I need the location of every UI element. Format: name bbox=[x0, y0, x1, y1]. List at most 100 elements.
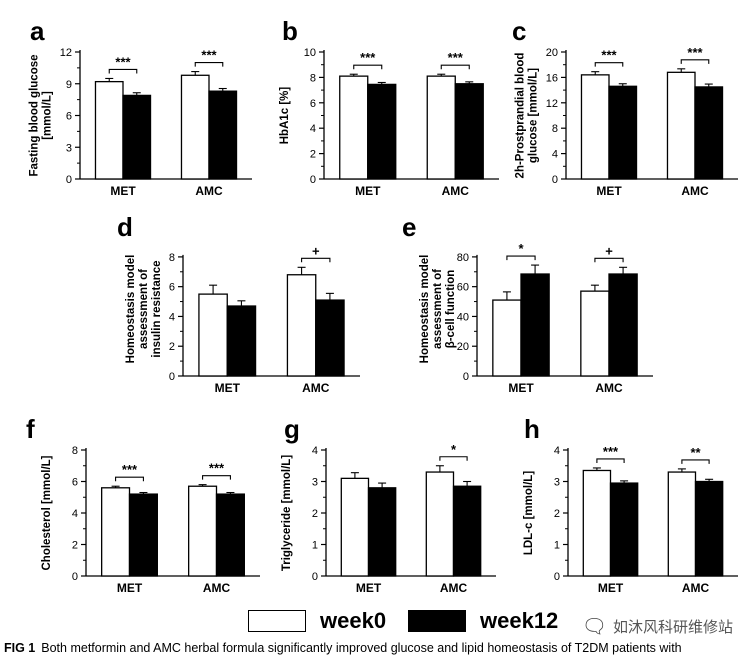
y-tick-label: 0 bbox=[310, 174, 316, 186]
significance-marker: *** bbox=[201, 48, 217, 63]
significance-bracket bbox=[594, 257, 624, 263]
y-axis-label-line: Triglyceride [mmol/L] bbox=[281, 455, 293, 571]
legend-swatch-week12 bbox=[408, 610, 466, 632]
bar-week12-met bbox=[367, 487, 397, 577]
x-tick-label-met: MET bbox=[508, 381, 534, 395]
significance-marker: *** bbox=[687, 45, 703, 60]
y-tick-label: 0 bbox=[66, 174, 72, 186]
legend-item-week0: week0 bbox=[248, 606, 386, 636]
bar-week0-amc bbox=[180, 74, 210, 180]
significance-bracket bbox=[596, 458, 625, 463]
y-axis-label: LDL-c [mmol/L] bbox=[523, 471, 535, 555]
chart-panel-h: h 0 1 2 3 4 LDL-c [mmol/L] MET *** AMC ** bbox=[523, 414, 738, 595]
significance-marker: *** bbox=[601, 48, 617, 63]
y-axis-label-line: LDL-c [mmol/L] bbox=[523, 471, 535, 555]
y-tick-label: 4 bbox=[72, 508, 78, 520]
x-tick-label-met: MET bbox=[596, 184, 622, 198]
legend-label-week0: week0 bbox=[320, 608, 387, 633]
significance-bracket bbox=[353, 64, 383, 70]
y-tick-label: 0 bbox=[312, 571, 318, 583]
y-axis-label-line: Homeostasis model bbox=[419, 255, 431, 364]
x-tick-label-amc: AMC bbox=[682, 581, 710, 595]
y-tick-label: 0 bbox=[552, 174, 558, 186]
chart-panel-f: f 0 2 4 6 8 Cholesterol [mmol/L] MET *** AMC *** bbox=[26, 414, 260, 595]
y-tick-label: 1 bbox=[312, 540, 318, 552]
significance-marker: *** bbox=[209, 461, 225, 476]
significance-bracket bbox=[301, 257, 331, 263]
significance-bracket bbox=[680, 59, 710, 64]
bar-week0-met bbox=[340, 477, 370, 577]
bar-week12-amc bbox=[694, 86, 724, 180]
bar-week0-met bbox=[580, 74, 610, 180]
x-tick-label-met: MET bbox=[215, 381, 241, 395]
figure-caption: FIG 1 Both metformin and AMC herbal formu… bbox=[4, 641, 752, 655]
bar-week0-amc bbox=[667, 471, 697, 577]
x-tick-label-amc: AMC bbox=[442, 184, 470, 198]
y-axis-label-line: [mmol/L] bbox=[42, 91, 54, 140]
x-tick-label-met: MET bbox=[117, 581, 143, 595]
y-tick-label: 4 bbox=[552, 149, 558, 161]
x-tick-label-amc: AMC bbox=[681, 184, 709, 198]
bar-week12-met bbox=[609, 482, 639, 577]
y-tick-label: 2 bbox=[310, 149, 316, 161]
bar-week0-amc bbox=[580, 290, 610, 377]
y-tick-label: 6 bbox=[66, 111, 72, 123]
y-axis-label: HbA1c [%] bbox=[279, 87, 291, 145]
panel-letter: b bbox=[282, 16, 298, 46]
significance-marker: *** bbox=[603, 444, 619, 459]
bar-week0-met bbox=[198, 293, 228, 377]
y-axis-label-line: 2h-Prostprandial blood bbox=[515, 53, 527, 179]
y-tick-label: 4 bbox=[554, 445, 560, 457]
y-tick-label: 1 bbox=[554, 540, 560, 552]
y-axis-label: Cholesterol [mmol/L] bbox=[41, 455, 53, 570]
y-tick-label: 2 bbox=[312, 508, 318, 520]
y-tick-label: 0 bbox=[554, 571, 560, 583]
y-tick-label: 3 bbox=[66, 142, 72, 154]
bar-week12-amc bbox=[315, 299, 345, 377]
panel-letter: a bbox=[30, 16, 45, 46]
y-tick-label: 3 bbox=[312, 477, 318, 489]
significance-bracket bbox=[194, 62, 224, 67]
y-tick-label: 8 bbox=[552, 123, 558, 135]
x-tick-label-met: MET bbox=[598, 581, 624, 595]
caption-label: FIG 1 bbox=[4, 641, 36, 655]
significance-marker: *** bbox=[122, 462, 138, 477]
y-axis-label-line: β-cell function bbox=[445, 270, 457, 349]
significance-marker: *** bbox=[115, 54, 131, 69]
significance-bracket bbox=[439, 456, 468, 461]
y-tick-label: 20 bbox=[546, 47, 558, 59]
bar-week12-met bbox=[608, 85, 638, 180]
wechat-icon: 🗨 bbox=[581, 616, 607, 638]
bar-week0-amc bbox=[286, 274, 317, 377]
bar-week0-met bbox=[94, 80, 124, 180]
significance-marker: *** bbox=[448, 50, 464, 65]
y-tick-label: 10 bbox=[304, 47, 316, 59]
chart-panel-b: b 0 2 4 6 8 10 HbA1c [%] MET *** AMC *** bbox=[279, 16, 499, 198]
bar-week12-amc bbox=[452, 485, 482, 577]
significance-bracket bbox=[115, 476, 144, 482]
y-axis-label-line: assessment of bbox=[138, 269, 150, 349]
legend-label-week12: week12 bbox=[480, 608, 559, 633]
y-tick-label: 0 bbox=[169, 371, 175, 383]
bar-week12-met bbox=[122, 94, 152, 180]
bar-week12-amc bbox=[215, 493, 245, 577]
chart-panel-c: c 0 4 8 12 16 20 2h-Prostprandial bloodglucose … bbox=[512, 16, 738, 198]
significance-bracket bbox=[202, 475, 231, 480]
y-tick-label: 9 bbox=[66, 79, 72, 91]
y-tick-label: 8 bbox=[310, 72, 316, 84]
caption-text: Both metformin and AMC herbal formula si… bbox=[41, 641, 682, 655]
bar-week0-amc bbox=[425, 471, 455, 577]
y-tick-label: 4 bbox=[169, 311, 175, 323]
panel-letter: h bbox=[524, 414, 540, 444]
y-axis-label-line: HbA1c [%] bbox=[279, 87, 291, 145]
bar-week12-amc bbox=[694, 480, 724, 577]
y-axis-label-line: Homeostasis model bbox=[125, 255, 137, 364]
y-tick-label: 16 bbox=[546, 72, 558, 84]
y-tick-label: 0 bbox=[72, 571, 78, 583]
y-axis-label-line: glucose [mmol/L] bbox=[528, 68, 540, 163]
bar-week12-amc bbox=[454, 83, 484, 180]
y-axis-label: Triglyceride [mmol/L] bbox=[281, 455, 293, 571]
significance-bracket bbox=[681, 459, 710, 464]
y-axis-label-line: assessment of bbox=[432, 269, 444, 349]
x-tick-label-amc: AMC bbox=[595, 381, 623, 395]
